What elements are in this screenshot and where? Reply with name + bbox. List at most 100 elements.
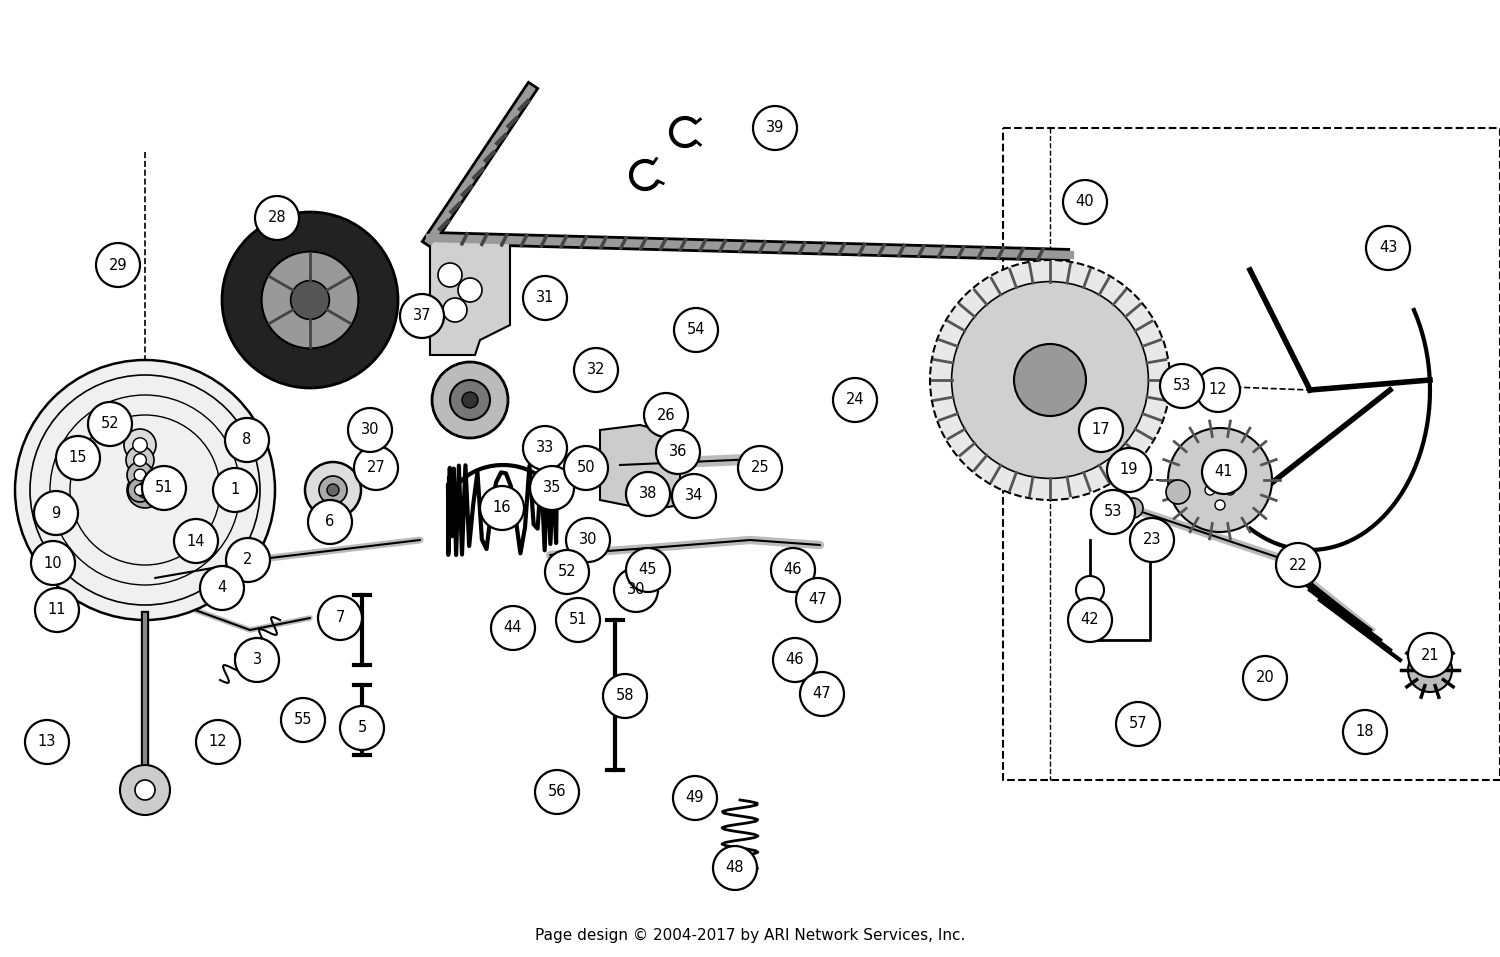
Circle shape — [136, 482, 153, 498]
Text: 53: 53 — [1173, 379, 1191, 393]
Circle shape — [1064, 180, 1107, 224]
Circle shape — [236, 638, 279, 682]
Circle shape — [626, 548, 670, 592]
Circle shape — [88, 402, 132, 446]
Circle shape — [1090, 490, 1136, 534]
Text: 12: 12 — [1209, 383, 1227, 397]
Circle shape — [354, 446, 398, 490]
Text: 33: 33 — [536, 440, 554, 456]
Circle shape — [1168, 428, 1272, 532]
Circle shape — [738, 446, 782, 490]
Text: 19: 19 — [1119, 462, 1138, 478]
Text: 30: 30 — [579, 532, 597, 547]
Text: 45: 45 — [639, 563, 657, 577]
Polygon shape — [600, 425, 680, 510]
Text: 30: 30 — [627, 583, 645, 597]
Circle shape — [672, 474, 716, 518]
Circle shape — [1244, 656, 1287, 700]
Circle shape — [1160, 364, 1204, 408]
Circle shape — [34, 491, 78, 535]
Circle shape — [15, 360, 274, 620]
Circle shape — [304, 462, 361, 518]
Circle shape — [674, 308, 718, 352]
Circle shape — [544, 550, 590, 594]
Circle shape — [135, 484, 146, 496]
Text: 40: 40 — [1076, 194, 1095, 210]
Circle shape — [438, 263, 462, 287]
Text: 21: 21 — [1420, 648, 1440, 662]
Circle shape — [644, 393, 688, 437]
Circle shape — [280, 698, 326, 742]
Text: 44: 44 — [504, 620, 522, 635]
Circle shape — [26, 720, 69, 764]
Circle shape — [1166, 480, 1190, 504]
Text: 53: 53 — [1104, 504, 1122, 520]
Circle shape — [1408, 633, 1452, 677]
Circle shape — [126, 446, 154, 474]
Text: 48: 48 — [726, 860, 744, 876]
Circle shape — [796, 578, 840, 622]
Text: 22: 22 — [1288, 558, 1308, 572]
Text: 41: 41 — [1215, 464, 1233, 479]
Circle shape — [656, 430, 700, 474]
Circle shape — [128, 472, 164, 508]
Circle shape — [142, 466, 186, 510]
Circle shape — [1124, 498, 1143, 518]
Text: 20: 20 — [1256, 671, 1275, 685]
Circle shape — [134, 469, 146, 480]
Text: 43: 43 — [1378, 240, 1396, 256]
Circle shape — [96, 243, 140, 287]
Circle shape — [1342, 710, 1388, 754]
Circle shape — [1116, 702, 1160, 746]
Text: 1: 1 — [231, 482, 240, 498]
Text: 49: 49 — [686, 790, 705, 806]
Text: 27: 27 — [366, 460, 386, 476]
Text: 36: 36 — [669, 444, 687, 459]
Circle shape — [524, 276, 567, 320]
Circle shape — [458, 278, 482, 302]
Text: 37: 37 — [413, 308, 432, 323]
Circle shape — [320, 476, 346, 504]
Text: 42: 42 — [1080, 612, 1100, 628]
Circle shape — [1078, 408, 1124, 452]
Circle shape — [1107, 448, 1150, 492]
Circle shape — [930, 260, 1170, 500]
Text: 29: 29 — [108, 257, 128, 273]
Text: 14: 14 — [186, 533, 206, 548]
Circle shape — [340, 706, 384, 750]
Circle shape — [1068, 598, 1112, 642]
Text: 39: 39 — [766, 121, 784, 136]
Text: 58: 58 — [615, 688, 634, 703]
Polygon shape — [430, 235, 510, 355]
Text: 46: 46 — [783, 563, 802, 577]
Circle shape — [564, 446, 608, 490]
Circle shape — [400, 294, 444, 338]
Circle shape — [530, 466, 574, 510]
Text: 4: 4 — [217, 581, 226, 595]
Circle shape — [674, 776, 717, 820]
Circle shape — [524, 426, 567, 470]
Text: 3: 3 — [252, 653, 261, 667]
Circle shape — [574, 348, 618, 392]
Text: 56: 56 — [548, 785, 567, 799]
Text: 46: 46 — [786, 653, 804, 667]
Circle shape — [1226, 485, 1234, 495]
Text: 2: 2 — [243, 552, 252, 568]
Text: 47: 47 — [808, 592, 828, 608]
Circle shape — [1014, 344, 1086, 416]
Circle shape — [536, 770, 579, 814]
Text: 15: 15 — [69, 451, 87, 465]
Circle shape — [34, 588, 80, 632]
Circle shape — [626, 472, 670, 516]
Circle shape — [1276, 543, 1320, 587]
Circle shape — [772, 638, 818, 682]
Text: 34: 34 — [686, 488, 703, 503]
Text: 35: 35 — [543, 480, 561, 496]
Circle shape — [200, 566, 244, 610]
Circle shape — [1226, 460, 1234, 470]
Text: 55: 55 — [294, 713, 312, 727]
Text: 30: 30 — [360, 422, 380, 437]
Circle shape — [556, 598, 600, 642]
Circle shape — [226, 538, 270, 582]
Circle shape — [1076, 576, 1104, 604]
